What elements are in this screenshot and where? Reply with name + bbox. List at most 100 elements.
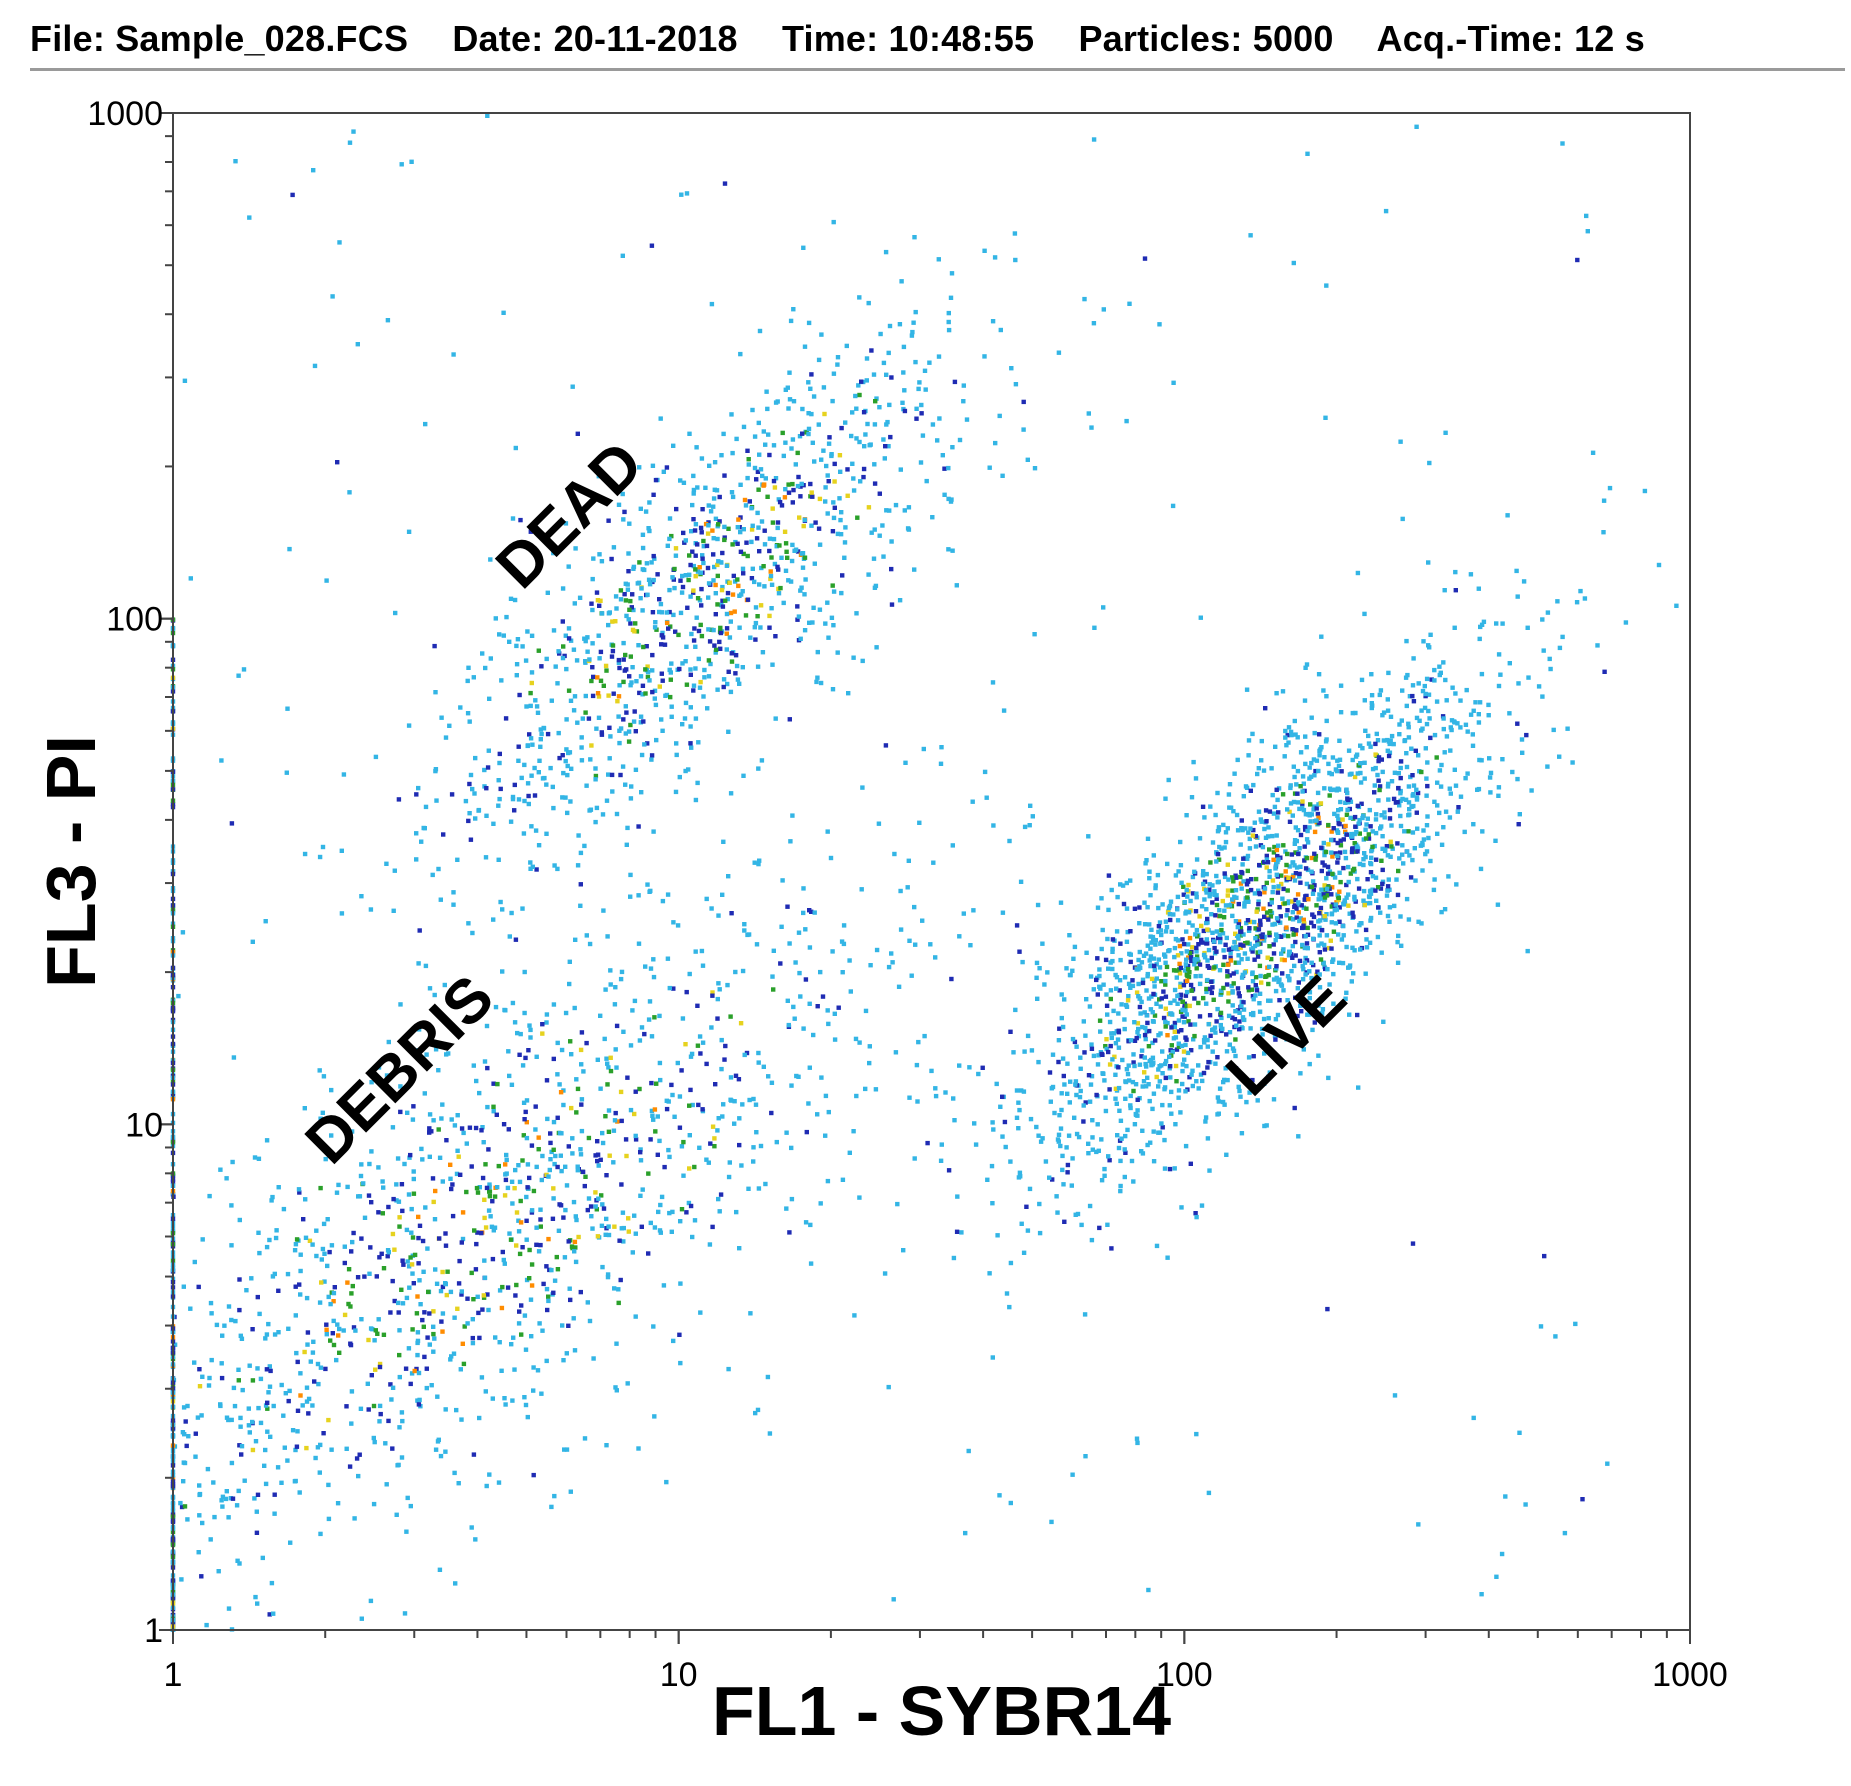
event-dot [1065,1162,1071,1168]
event-dot [1147,876,1152,881]
event-dot [616,694,622,699]
event-dot [1286,725,1292,730]
event-dot [236,1488,241,1494]
event-dot [1267,847,1272,852]
event-dot [391,1196,396,1202]
event-dot [527,1023,532,1028]
event-dot [1642,488,1648,494]
event-dot [1391,796,1397,802]
event-dot [449,1117,454,1122]
event-dot [1406,721,1411,726]
event-dot [737,593,742,598]
event-dot [1267,964,1272,970]
event-dot [1268,914,1274,919]
event-dot [651,974,657,980]
event-dot [469,1525,474,1530]
event-dot [631,607,636,613]
event-dot [639,752,645,758]
event-dot [555,681,560,686]
event-dot [298,1268,303,1274]
event-dot [614,1341,619,1346]
event-dot [1245,895,1250,900]
event-dot [1151,853,1156,858]
event-dot [1338,879,1343,885]
event-dot [769,555,774,560]
event-dot [659,717,664,722]
event-dot [1372,783,1377,788]
event-dot [1239,886,1244,891]
event-dot [637,465,642,470]
event-dot [1060,1153,1065,1159]
event-dot [1130,978,1135,983]
event-dot [1369,855,1374,860]
event-dot [1180,1014,1185,1019]
event-dot [767,1431,773,1436]
event-dot [372,1338,377,1343]
event-dot [887,402,892,408]
event-dot [451,890,456,895]
event-dot [842,555,847,560]
event-dot [616,657,622,663]
event-dot [614,1065,619,1070]
event-dot [397,1425,402,1430]
event-dot [1203,1115,1209,1120]
event-dot [1147,1028,1152,1034]
event-dot [281,1206,287,1212]
event-dot [637,1086,642,1092]
event-dot [700,553,705,558]
event-dot [1213,1040,1218,1045]
event-dot [657,1060,663,1066]
event-dot [1187,950,1193,956]
event-dot [1262,1123,1267,1129]
event-dot [1140,1128,1145,1133]
event-dot [573,1259,579,1265]
event-dot [1496,683,1502,689]
event-dot [552,1493,557,1499]
event-dot [1210,840,1216,845]
event-dot [732,609,737,614]
event-dot [508,819,514,824]
event-dot [1343,823,1348,829]
event-dot [1316,815,1321,820]
event-dot [584,783,589,788]
event-dot [1411,783,1417,788]
event-dot [1406,800,1412,805]
event-dot [448,1289,454,1295]
event-dot [1301,917,1306,922]
event-dot [1073,1082,1078,1087]
event-dot [754,942,760,947]
event-dot [555,1040,560,1046]
event-dot [756,487,761,492]
event-dot [1287,864,1292,869]
event-dot [729,490,735,495]
event-dot [612,1286,617,1291]
event-dot [1237,1088,1242,1094]
event-dot [721,431,726,437]
event-dot [339,848,344,853]
event-dot [686,577,691,583]
event-dot [629,605,634,610]
event-dot [200,1374,205,1379]
event-dot [1411,699,1417,704]
event-dot [1359,801,1364,806]
event-dot [780,878,785,883]
event-dot [1486,702,1491,708]
event-dot [493,1004,499,1010]
event-dot [1373,741,1378,747]
event-dot [568,799,573,804]
event-dot [654,1081,659,1086]
event-dot [783,487,788,492]
event-dot [1244,882,1250,887]
event-dot [1312,773,1317,778]
event-dot [1172,954,1177,960]
event-dot [497,1340,502,1345]
event-dot [1099,1051,1104,1057]
event-dot [306,1396,312,1402]
event-dot [734,436,739,442]
event-dot [1138,1011,1143,1016]
event-dot [669,1082,674,1088]
event-dot [1349,849,1355,855]
event-dot [1164,964,1170,970]
event-dot [1476,712,1481,717]
event-dot [437,1567,443,1572]
